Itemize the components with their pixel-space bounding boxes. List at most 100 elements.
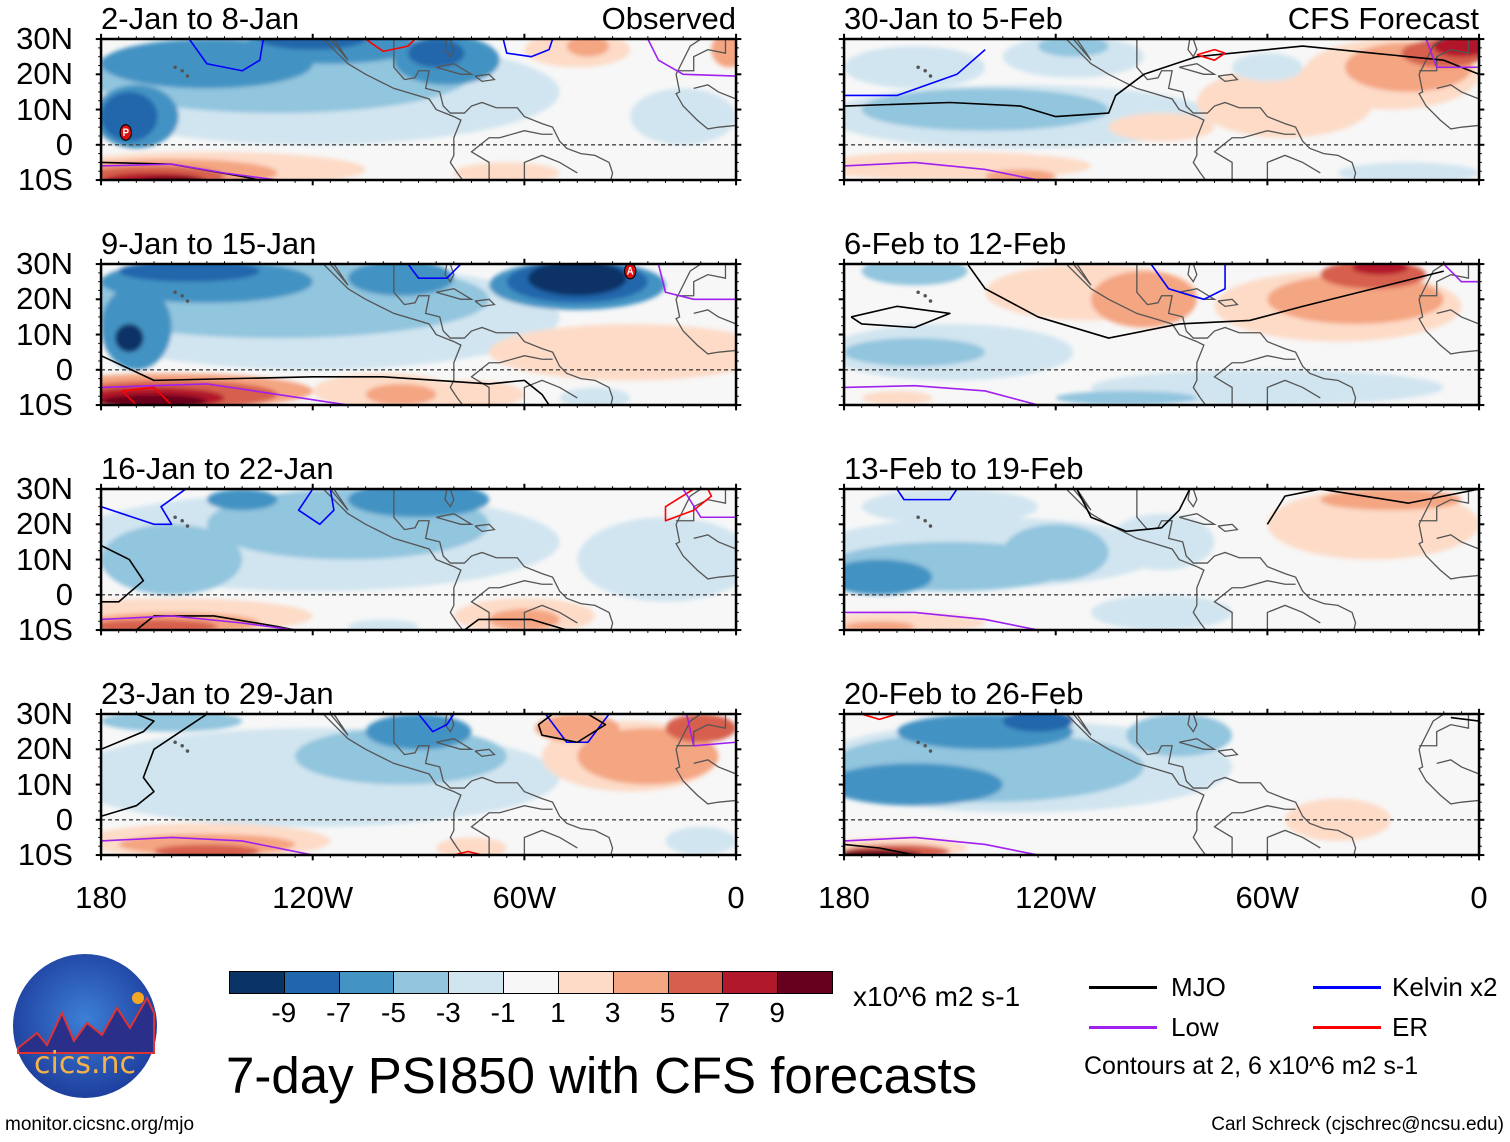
coastline <box>1267 605 1320 630</box>
coastline <box>676 264 736 354</box>
hawaii-island <box>173 290 177 294</box>
legend-line-low <box>1089 1026 1157 1029</box>
coastline <box>1188 264 1197 282</box>
panel-tag: Observed <box>601 1 736 36</box>
negative-anomaly-region <box>843 559 933 595</box>
coastline <box>1267 155 1320 180</box>
negative-anomaly-region <box>100 524 243 595</box>
coastline <box>471 131 552 180</box>
mjo-contour <box>101 714 154 749</box>
low-contour <box>844 386 1038 405</box>
footer-credit: Carl Schreck (cjschrec@ncsu.edu) <box>1211 1114 1504 1135</box>
legend-line-kelvin <box>1313 986 1381 989</box>
negative-anomaly-region <box>861 488 1039 525</box>
low-contour <box>648 39 736 76</box>
lat-label: 20N <box>16 731 73 767</box>
coastline <box>1137 39 1356 180</box>
negative-anomaly-region <box>1055 390 1197 405</box>
coastline <box>1267 380 1320 405</box>
panel-title: 30-Jan to 5-Feb <box>844 1 1063 36</box>
legend-note: Contours at 2, 6 x10^6 m2 s-1 <box>1084 1052 1419 1080</box>
hawaii-island <box>923 518 927 523</box>
positive-anomaly-region <box>861 390 933 405</box>
coastline <box>394 39 613 180</box>
coastline <box>445 714 454 732</box>
colorbar-label: 9 <box>769 997 785 1028</box>
negative-anomaly-region <box>843 338 986 367</box>
coastline <box>475 524 494 531</box>
lat-label: 0 <box>55 351 73 387</box>
coastline <box>1419 714 1468 746</box>
coastline <box>1179 64 1214 75</box>
negative-anomaly-region <box>630 88 736 145</box>
coastline <box>524 830 577 855</box>
lat-label: 10N <box>16 316 73 352</box>
panel-title: 9-Jan to 15-Jan <box>101 226 317 261</box>
er-contour <box>665 489 711 521</box>
coastline <box>1073 39 1091 60</box>
positive-anomaly-region <box>1352 263 1409 275</box>
mjo-contour <box>844 46 1479 116</box>
map-canvas: A <box>94 257 743 412</box>
kelvin-contour <box>189 39 263 71</box>
hawaii-island <box>916 740 920 744</box>
positive-anomaly-region <box>566 38 609 57</box>
coastline <box>1214 806 1295 855</box>
lon-label: 120W <box>1015 880 1097 915</box>
negative-anomaly-region <box>118 263 260 282</box>
coastline <box>436 64 471 75</box>
coastline <box>1214 356 1295 405</box>
positive-anomaly-region <box>153 844 260 855</box>
negative-anomaly-region <box>1090 594 1233 630</box>
mjo-contour <box>967 264 1443 338</box>
mjo-contour <box>844 844 915 855</box>
er-contour <box>862 714 897 719</box>
coastline <box>475 74 494 81</box>
hawaii-island <box>185 749 190 753</box>
coastline <box>1073 714 1091 735</box>
low-contour <box>101 616 295 630</box>
cyclone-marker-icon <box>119 124 132 141</box>
negative-anomaly-region <box>101 91 158 142</box>
positive-anomaly-region <box>844 621 915 630</box>
coastline <box>1179 739 1214 750</box>
hawaii-island <box>928 299 933 303</box>
lat-label: 0 <box>55 126 73 162</box>
panel-title: 16-Jan to 22-Jan <box>101 451 334 486</box>
kelvin-contour <box>897 489 957 500</box>
coastline <box>676 714 736 804</box>
map-canvas <box>837 482 1486 637</box>
low-contour <box>844 162 1038 180</box>
coastline <box>1419 714 1479 804</box>
negative-anomaly-region <box>1002 38 1144 78</box>
footer-url[interactable]: monitor.cicsnc.org/mjo <box>5 1114 195 1135</box>
negative-anomaly-region <box>365 713 472 750</box>
kelvin-contour <box>408 264 461 278</box>
coastline <box>694 535 736 549</box>
lat-label: 10N <box>16 766 73 802</box>
coastline <box>471 806 552 855</box>
coastline <box>676 264 725 296</box>
coastline <box>1066 714 1205 855</box>
coastline <box>1218 524 1237 531</box>
lat-label: 20N <box>16 56 73 92</box>
lat-label: 10S <box>17 387 73 422</box>
lat-label: 30N <box>16 21 73 56</box>
legend-label-er: ER <box>1392 1012 1429 1042</box>
figure-title: 7-day PSI850 with CFS forecasts <box>226 1047 978 1104</box>
legend-line-mjo <box>1089 986 1157 989</box>
negative-anomaly-region <box>206 488 278 511</box>
marker-label: A <box>627 266 634 278</box>
hawaii-island <box>928 749 933 753</box>
low-contour <box>101 384 348 405</box>
coastline <box>676 39 736 129</box>
coastline <box>436 739 471 750</box>
lat-label: 10N <box>16 91 73 127</box>
hawaii-island <box>923 293 927 298</box>
kelvin-contour <box>503 39 552 57</box>
legend-label-kelvin: Kelvin x2 <box>1392 972 1498 1002</box>
colorbar-swatch <box>283 971 340 994</box>
negative-anomaly-region <box>1232 53 1303 82</box>
colorbar-swatch <box>667 971 724 994</box>
mjo-contour <box>101 356 549 405</box>
